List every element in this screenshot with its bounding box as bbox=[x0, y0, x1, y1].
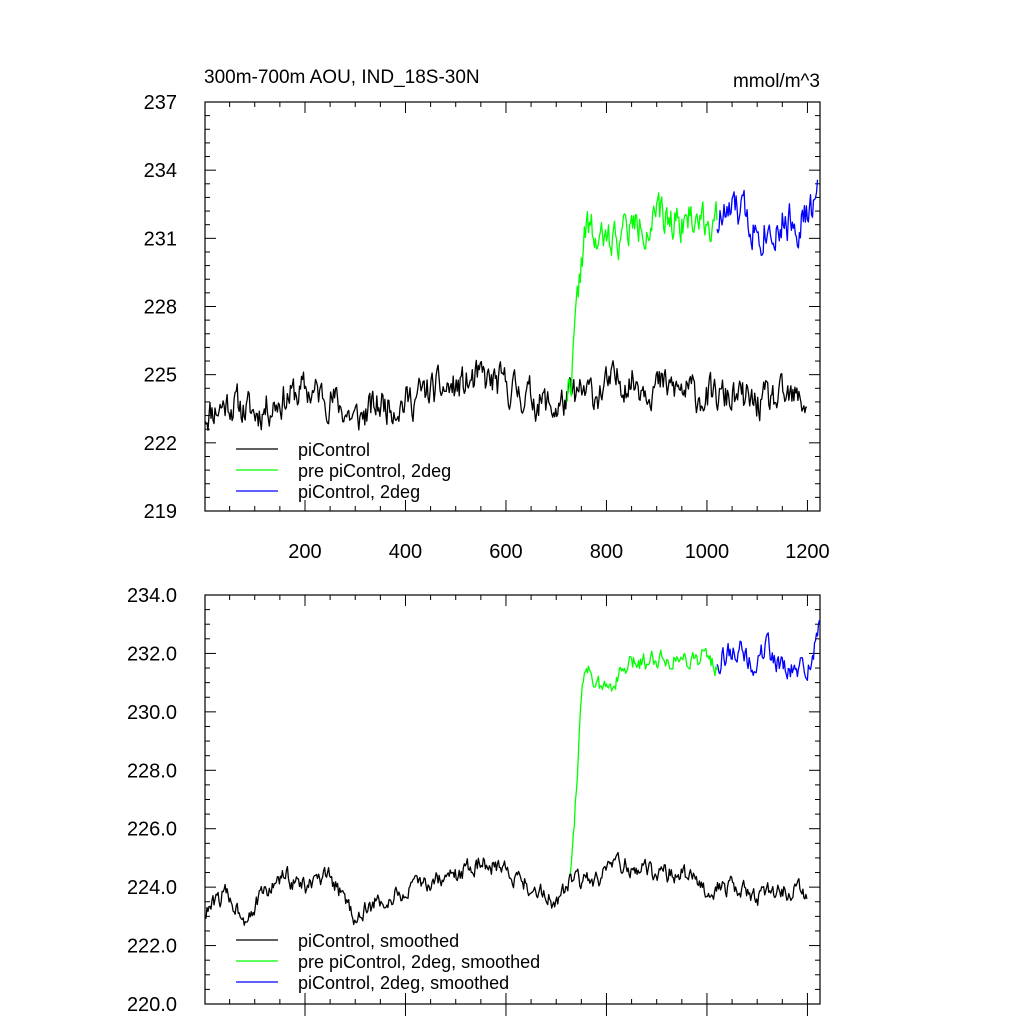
top-panel-ticks bbox=[205, 101, 820, 512]
x-tick-label: 200 bbox=[288, 541, 321, 563]
top-panel-x-tick-labels: 200 400 600 800 1000 1200 bbox=[288, 541, 829, 563]
y-tick-label: 237 bbox=[144, 92, 177, 114]
bottom-panel-series bbox=[204, 619, 821, 926]
y-tick-label: 228.0 bbox=[127, 760, 177, 782]
top-panel-title: 300m-700m AOU, IND_18S-30N bbox=[204, 67, 480, 88]
series-line-picontrol-2deg-smoothed bbox=[716, 619, 821, 681]
y-tick-label: 234 bbox=[144, 160, 177, 182]
legend-label-pre-picontrol-2deg: pre piControl, 2deg bbox=[298, 461, 451, 481]
x-tick-label: 1000 bbox=[685, 541, 730, 563]
y-tick-label: 222 bbox=[144, 433, 177, 455]
series-line-picontrol-2deg bbox=[716, 179, 819, 256]
bottom-panel-legend: piControl, smoothed pre piControl, 2deg,… bbox=[236, 931, 540, 993]
y-tick-label: 226.0 bbox=[127, 819, 177, 841]
legend-label-picontrol-2deg: piControl, 2deg bbox=[298, 482, 420, 502]
top-panel-units: mmol/m^3 bbox=[733, 71, 820, 92]
legend-label-picontrol: piControl bbox=[298, 440, 370, 460]
y-tick-label: 224.0 bbox=[127, 877, 177, 899]
bottom-panel-y-tick-labels: 220.0 222.0 224.0 226.0 228.0 230.0 232.0 234.0 bbox=[127, 585, 177, 1016]
series-line-pre-picontrol-2deg bbox=[566, 192, 718, 402]
series-line-picontrol-smoothed bbox=[204, 851, 808, 926]
y-tick-label: 222.0 bbox=[127, 936, 177, 958]
x-tick-label: 600 bbox=[489, 541, 522, 563]
y-tick-label: 219 bbox=[144, 501, 177, 523]
y-tick-label: 225 bbox=[144, 365, 177, 387]
y-tick-label: 232.0 bbox=[127, 643, 177, 665]
bottom-panel-ticks bbox=[205, 594, 820, 1016]
series-line-pre-picontrol-2deg-smoothed bbox=[569, 647, 718, 874]
legend-label-picontrol-smoothed: piControl, smoothed bbox=[298, 931, 459, 951]
top-panel-legend: piControl pre piControl, 2deg piControl,… bbox=[236, 440, 451, 502]
top-panel: 300m-700m AOU, IND_18S-30N mmol/m^3 2192… bbox=[144, 67, 830, 563]
legend-label-pre-picontrol-2deg-smoothed: pre piControl, 2deg, smoothed bbox=[298, 952, 540, 972]
top-panel-y-tick-labels: 219 222 225 228 231 234 237 bbox=[144, 92, 177, 523]
y-tick-label: 234.0 bbox=[127, 585, 177, 607]
top-panel-series bbox=[204, 179, 819, 432]
x-tick-label: 1200 bbox=[785, 541, 830, 563]
y-tick-label: 231 bbox=[144, 228, 177, 250]
x-tick-label: 800 bbox=[590, 541, 623, 563]
y-tick-label: 230.0 bbox=[127, 702, 177, 724]
x-tick-label: 400 bbox=[389, 541, 422, 563]
bottom-panel: 220.0 222.0 224.0 226.0 228.0 230.0 232.0 234.0… bbox=[127, 585, 821, 1016]
y-tick-label: 228 bbox=[144, 297, 177, 319]
legend-label-picontrol-2deg-smoothed: piControl, 2deg, smoothed bbox=[298, 973, 509, 993]
series-line-picontrol bbox=[204, 359, 808, 432]
y-tick-label: 220.0 bbox=[127, 994, 177, 1016]
